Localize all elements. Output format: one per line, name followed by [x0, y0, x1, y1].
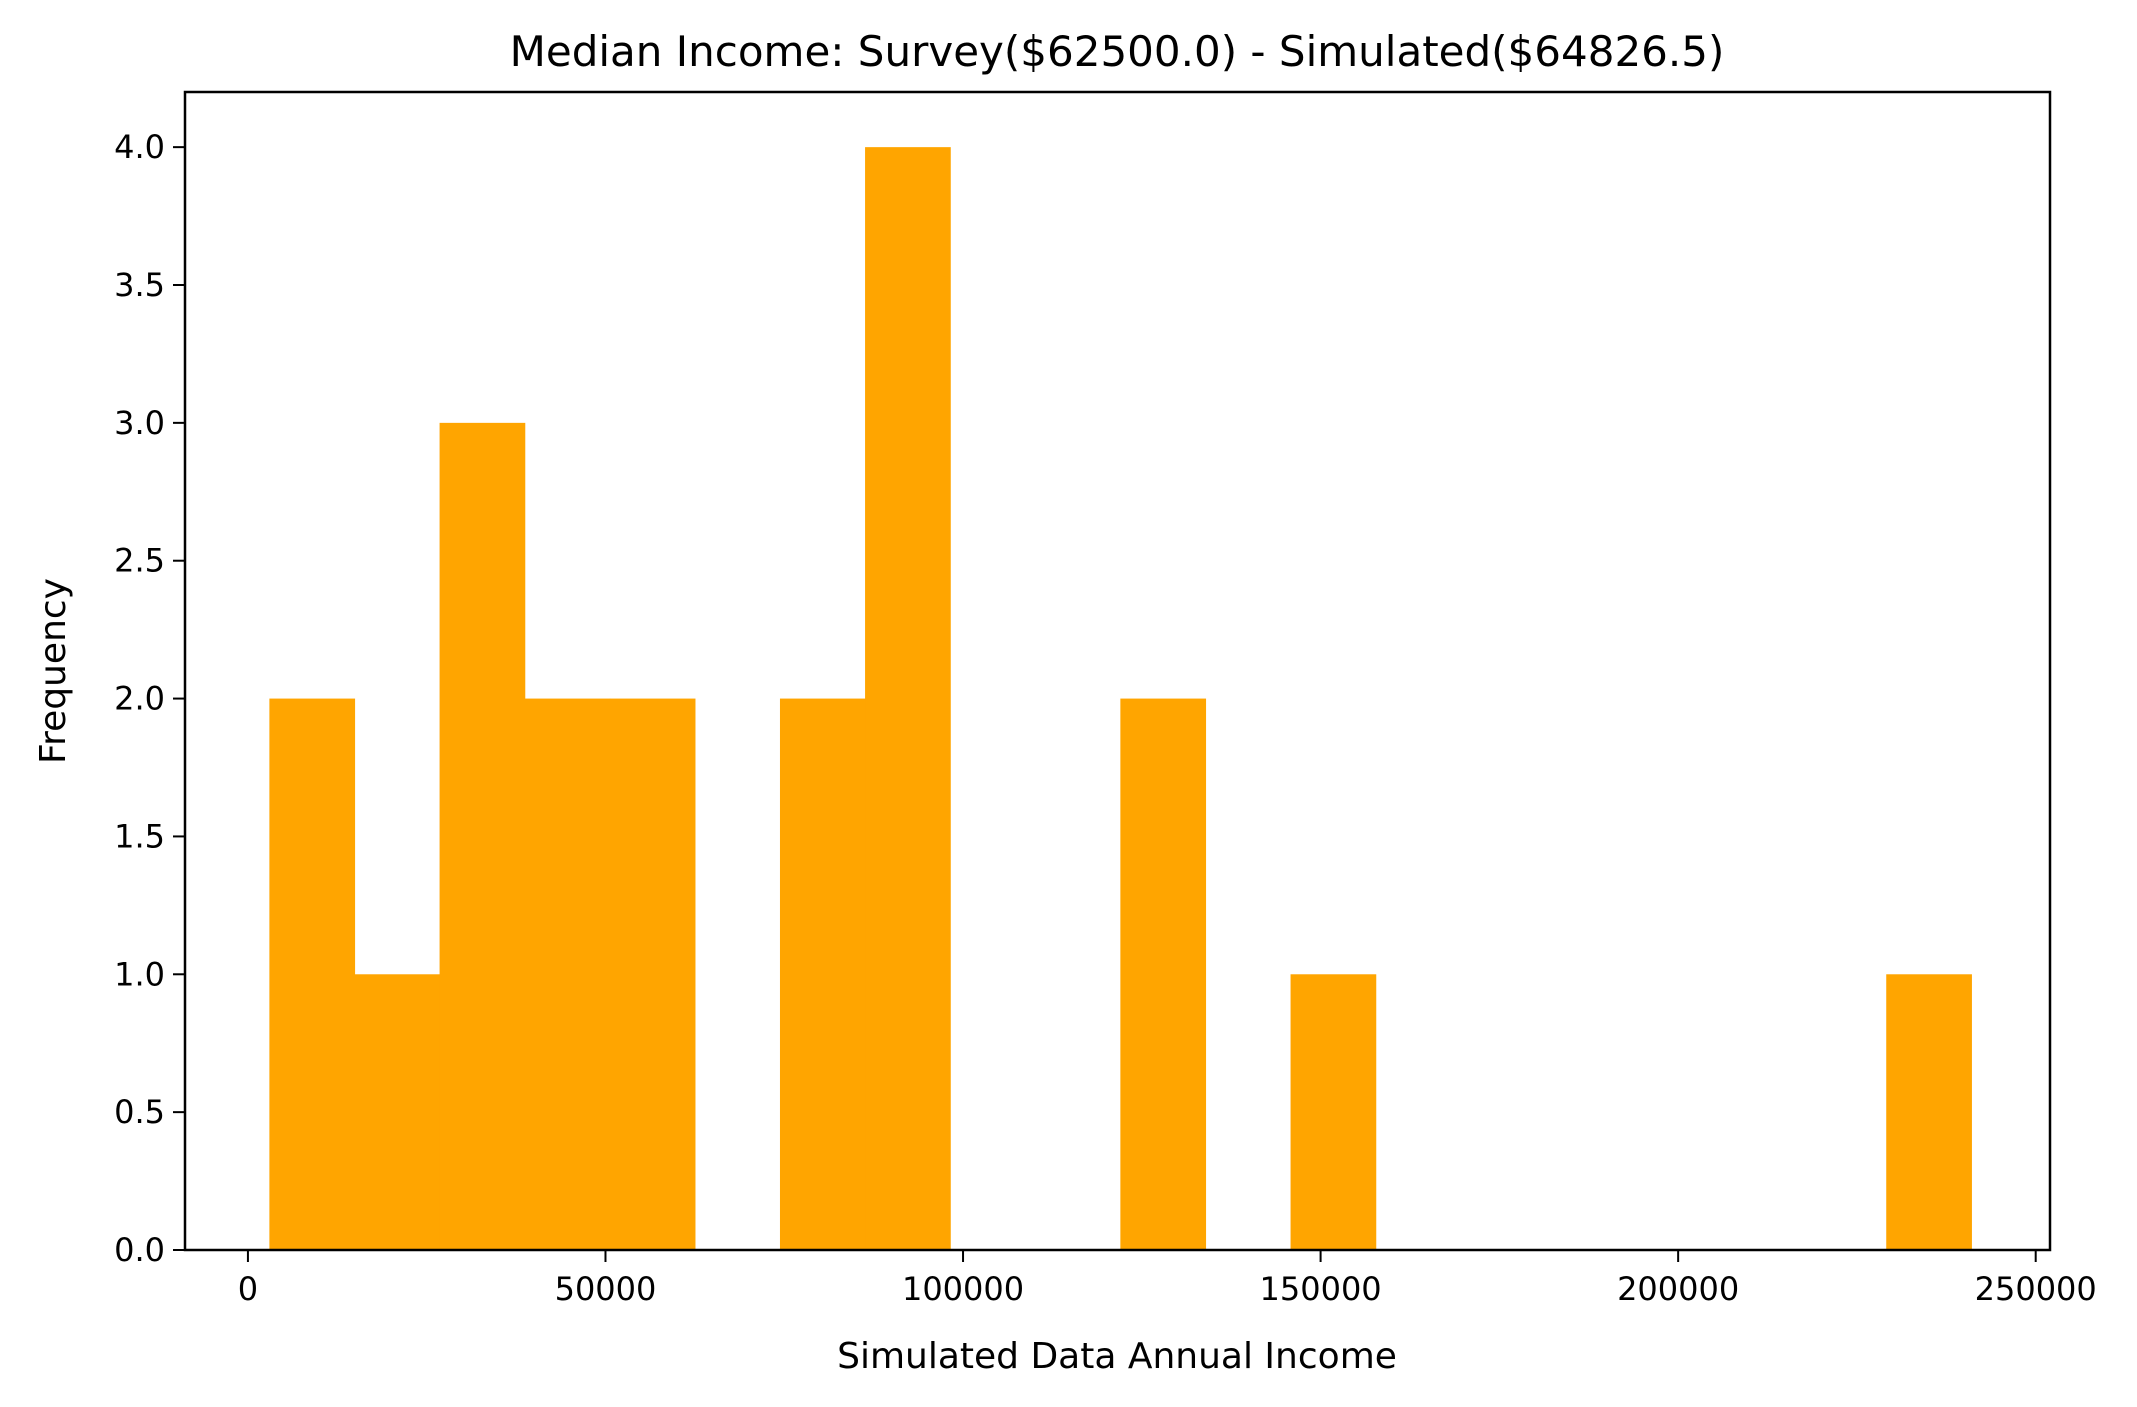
y-tick-label-2: 1.0 [114, 955, 165, 993]
y-tick-label-6: 3.0 [114, 404, 165, 442]
x-tick-label-0: 0 [238, 1270, 258, 1308]
x-tick-label-1: 50000 [555, 1270, 657, 1308]
y-tick-label-4: 2.0 [114, 680, 165, 718]
x-axis-label: Simulated Data Annual Income [837, 1336, 1397, 1377]
histogram-bar-1 [354, 974, 441, 1250]
bars-layer [269, 147, 1972, 1251]
histogram-bar-0 [269, 698, 356, 1250]
x-tick-label-4: 200000 [1617, 1270, 1739, 1308]
histogram-bar-2 [439, 422, 526, 1250]
y-axis-ticks: 0.0 0.5 1.0 1.5 2.0 2.5 3.0 3.5 4.0 [114, 128, 185, 1269]
histogram-bar-7 [865, 147, 951, 1251]
histogram-bar-12 [1290, 974, 1377, 1250]
y-tick-label-5: 2.5 [114, 542, 165, 580]
histogram-bar-4 [609, 698, 696, 1250]
y-axis-label: Frequency [33, 578, 74, 764]
x-tick-label-5: 250000 [1975, 1270, 2097, 1308]
chart-title: Median Income: Survey($62500.0) - Simula… [510, 27, 1725, 76]
x-tick-label-2: 100000 [902, 1270, 1024, 1308]
histogram-bar-3 [524, 698, 611, 1250]
y-tick-label-7: 3.5 [114, 266, 165, 304]
y-tick-label-1: 0.5 [114, 1093, 165, 1131]
histogram-bar-19 [1886, 974, 1972, 1250]
x-tick-label-3: 150000 [1260, 1270, 1382, 1308]
y-tick-label-3: 1.5 [114, 817, 165, 855]
x-axis-ticks: 0 50000 100000 150000 200000 250000 [238, 1250, 2097, 1308]
histogram-bar-10 [1120, 698, 1207, 1250]
y-tick-label-8: 4.0 [114, 128, 165, 166]
plot-frame [183, 90, 2052, 1252]
y-tick-label-0: 0.0 [114, 1231, 165, 1269]
histogram-bar-6 [779, 698, 866, 1250]
